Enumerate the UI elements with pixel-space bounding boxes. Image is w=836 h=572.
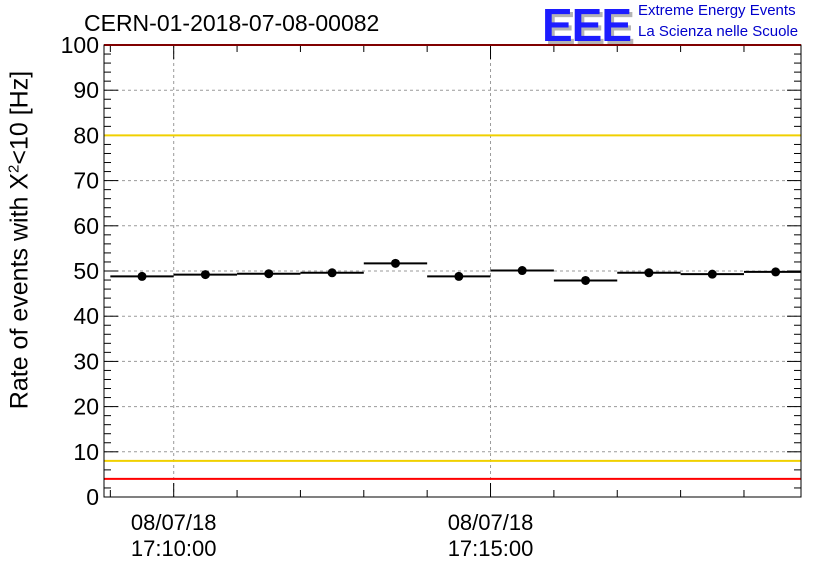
- data-point-marker: [517, 266, 527, 276]
- data-point-marker: [771, 267, 781, 277]
- x-tick-label-date: 08/07/18: [130, 510, 217, 535]
- y-tick-label: 40: [73, 303, 99, 329]
- x-tick-label-date: 08/07/18: [447, 510, 534, 535]
- data-point-marker: [390, 258, 400, 268]
- run-title: CERN-01-2018-07-08-00082: [84, 10, 380, 36]
- x-tick-label-time: 17:15:00: [447, 536, 534, 561]
- data-point-marker: [581, 275, 591, 285]
- y-tick-label: 10: [73, 439, 99, 465]
- y-tick-label: 80: [73, 122, 99, 148]
- x-tick-label: 08/07/18 17:10:00: [114, 510, 234, 562]
- y-tick-label: 0: [86, 484, 99, 510]
- y-tick-label: 90: [73, 77, 99, 103]
- data-point-marker: [454, 271, 464, 281]
- plot-frame: [103, 44, 802, 498]
- y-tick-label: 20: [73, 394, 99, 420]
- y-tick-label: 50: [73, 258, 99, 284]
- data-point-marker: [200, 270, 210, 280]
- data-point-marker: [327, 268, 337, 278]
- logo-line-1: Extreme Energy Events: [638, 2, 796, 19]
- data-point-marker: [707, 269, 717, 279]
- y-tick-label: 70: [73, 168, 99, 194]
- eee-logo: EEE: [542, 0, 632, 51]
- logo-line-2: La Scienza nelle Scuole: [638, 23, 799, 40]
- data-point-marker: [264, 269, 274, 279]
- x-tick-label-time: 17:10:00: [130, 536, 217, 561]
- data-point-marker: [644, 268, 654, 278]
- y-tick-label: 100: [61, 32, 99, 58]
- y-tick-label: 60: [73, 213, 99, 239]
- data-point-marker: [137, 271, 147, 281]
- y-tick-label: 30: [73, 348, 99, 374]
- x-tick-label: 08/07/18 17:15:00: [431, 510, 551, 562]
